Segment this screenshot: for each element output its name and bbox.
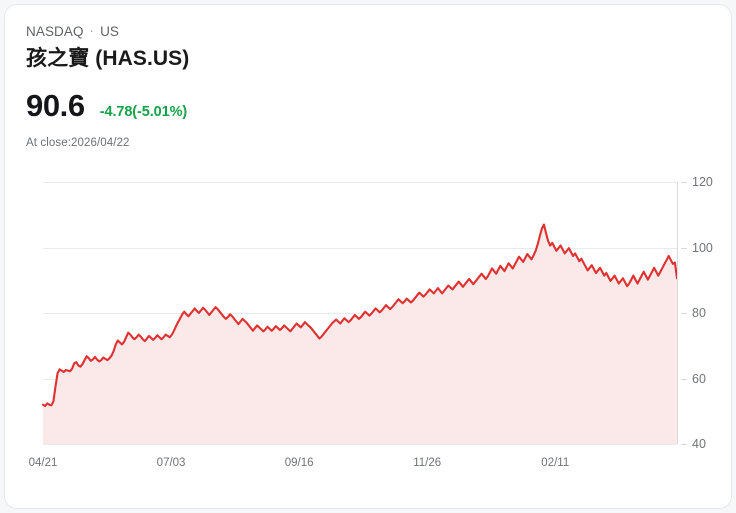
y-axis-tick-label: 100 <box>692 241 713 255</box>
x-axis-tick-label: 04/21 <box>29 457 58 469</box>
x-axis-tick-label: 11/26 <box>413 457 441 469</box>
chart-y-axis: 120 100 80 60 40 <box>677 175 713 451</box>
chart-series <box>41 223 679 444</box>
last-price: 90.6 <box>26 88 85 123</box>
chart-x-axis: 04/21 07/03 09/16 11/26 02/11 <box>29 457 570 469</box>
stock-quote-card: NASDAQ · US 孩之寶 (HAS.US) 90.6 -4.78(-5.0… <box>4 4 732 509</box>
price-line <box>41 223 679 408</box>
area-fill <box>43 224 677 444</box>
price-row: 90.6 -4.78(-5.01%) <box>26 89 626 123</box>
region-label: US <box>100 24 120 39</box>
y-axis-tick-label: 40 <box>692 437 706 451</box>
exchange-label: NASDAQ <box>26 24 84 39</box>
chart-gridlines <box>43 182 677 445</box>
x-axis-tick-label: 07/03 <box>157 457 186 469</box>
exchange-row: NASDAQ · US <box>26 23 626 41</box>
price-change: -4.78(-5.01%) <box>99 104 188 120</box>
y-axis-tick-label: 80 <box>692 306 706 320</box>
market-status-note: At close:2026/04/22 <box>26 137 130 149</box>
page-title: 孩之寶 (HAS.US) <box>26 47 190 70</box>
y-axis-tick-label: 60 <box>692 372 706 386</box>
y-axis-tick-label: 120 <box>692 175 713 189</box>
separator-dot-icon: · <box>89 23 95 38</box>
quote-header: NASDAQ · US 孩之寶 (HAS.US) 90.6 -4.78(-5.0… <box>26 23 626 151</box>
x-axis-tick-label: 09/16 <box>285 457 314 469</box>
x-axis-tick-label: 02/11 <box>541 457 569 469</box>
